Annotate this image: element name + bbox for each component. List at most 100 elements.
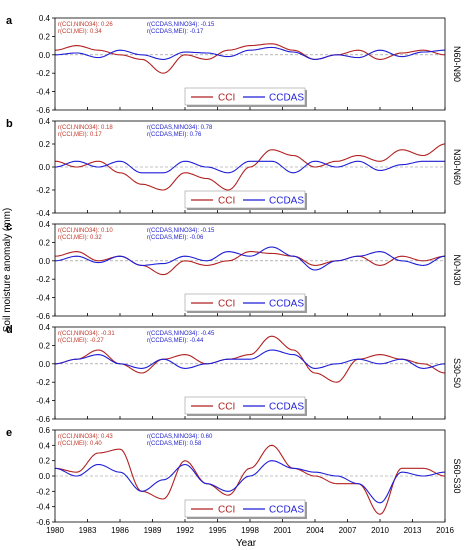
y-tick-label: -0.4: [36, 88, 50, 97]
legend-cci-label: CCI: [218, 402, 235, 413]
legend-cci-label: CCI: [218, 196, 235, 207]
y-tick-label: 0.0: [39, 360, 51, 369]
stat-cci-mei: r(CCI,MEI): 0.32: [58, 235, 102, 241]
y-tick-label: -0.2: [36, 275, 50, 284]
panel-frame: [54, 429, 446, 523]
series-cci-line: [55, 251, 445, 276]
y-tick-label: -0.6: [36, 518, 50, 527]
series-cci-line: [55, 444, 445, 515]
panel-letter: a: [6, 15, 13, 27]
stat-ccdas-nino: r(CCDAS,NINO34): -0.15: [147, 22, 215, 28]
panel-frame: [54, 326, 446, 420]
panel-d: -0.6 -0.4 -0.2 0.0 0.2 0.4 d S30-S0 r(CCI,NINO34…: [6, 323, 462, 424]
stat-ccdas-mei: r(CCDAS,MEI): -0.44: [147, 338, 204, 344]
y-tick-label: 0.4: [39, 441, 51, 450]
x-tick-label: 2016: [436, 526, 454, 535]
x-tick-label: 1992: [176, 526, 194, 535]
series-ccdas-line: [55, 349, 445, 369]
x-axis-ticks: 1980 1983 1986 1989 1992 1995 1998 2001 2004 2007…: [46, 526, 454, 535]
y-tick-label: 0.0: [39, 472, 51, 481]
y-tick-label: 0.2: [39, 341, 51, 350]
legend-ccdas-label: CCDAS: [269, 196, 304, 207]
legend-ccdas-label: CCDAS: [269, 402, 304, 413]
stat-cci-nino: r(CCI,NINO34): 0.26: [58, 22, 113, 28]
y-tick-label: 0.6: [39, 426, 51, 435]
stat-cci-nino: r(CCI,NINO34): 0.18: [58, 125, 113, 131]
y-tick-label: 0.2: [39, 140, 51, 149]
y-tick-label: -0.2: [36, 378, 50, 387]
legend-ccdas-label: CCDAS: [269, 299, 304, 310]
x-tick-label: 1980: [46, 526, 64, 535]
stat-cci-mei: r(CCI,MEI): -0.27: [58, 338, 104, 344]
x-tick-label: 1989: [144, 526, 162, 535]
series-ccdas-line: [55, 46, 445, 60]
y-tick-label: 0.2: [39, 457, 51, 466]
y-tick-label: -0.2: [36, 69, 50, 78]
panel-letter: d: [6, 324, 13, 336]
y-tick-label: 0.2: [39, 238, 51, 247]
y-tick-label: 0.4: [39, 220, 51, 229]
stat-ccdas-mei: r(CCDAS,MEI): 0.58: [147, 441, 202, 447]
panel-letter: c: [6, 221, 12, 233]
y-tick-label: 0.0: [39, 257, 51, 266]
legend-cci-label: CCI: [218, 299, 235, 310]
x-tick-label: 2007: [339, 526, 357, 535]
stat-ccdas-nino: r(CCDAS,NINO34): -0.15: [147, 228, 215, 234]
y-tick-label: -0.6: [36, 415, 50, 424]
region-label: S60-S30: [452, 458, 462, 493]
y-axis-label: Soil moisture anomaly (mm): [2, 208, 13, 332]
y-tick-label: -0.4: [36, 209, 50, 218]
panel-frame: [54, 17, 446, 111]
series-ccdas-line: [55, 460, 445, 504]
x-tick-label: 2010: [371, 526, 389, 535]
y-tick-label: 0.0: [39, 51, 51, 60]
y-tick-label: 0.0: [39, 163, 51, 172]
region-label: N60-N90: [452, 46, 462, 82]
y-tick-label: -0.2: [36, 186, 50, 195]
series-cci-line: [55, 143, 445, 191]
legend-cci-label: CCI: [218, 93, 235, 104]
stat-cci-mei: r(CCI,MEI): 0.17: [58, 132, 102, 138]
series-ccdas-line: [55, 160, 445, 174]
region-label: S30-S0: [452, 358, 462, 388]
stat-cci-mei: r(CCI,MEI): 0.34: [58, 29, 102, 35]
y-tick-label: -0.4: [36, 397, 50, 406]
panel-frame: [54, 120, 446, 214]
x-tick-label: 1998: [241, 526, 259, 535]
y-tick-label: -0.4: [36, 503, 50, 512]
series-ccdas-line: [55, 246, 445, 271]
y-tick-label: 0.4: [39, 117, 51, 126]
stat-cci-mei: r(CCI,MEI): 0.40: [58, 441, 102, 447]
series-cci-line: [55, 43, 445, 74]
y-tick-label: -0.2: [36, 487, 50, 496]
y-tick-label: -0.6: [36, 106, 50, 115]
x-tick-label: 2004: [306, 526, 324, 535]
panel-letter: e: [6, 427, 12, 439]
x-axis-label: Year: [236, 538, 257, 549]
x-tick-label: 2013: [404, 526, 422, 535]
x-tick-label: 2001: [274, 526, 292, 535]
legend-ccdas-label: CCDAS: [269, 93, 304, 104]
y-tick-label: 0.4: [39, 323, 51, 332]
stat-cci-nino: r(CCI,NINO34): -0.31: [58, 331, 115, 337]
stat-ccdas-mei: r(CCDAS,MEI): -0.17: [147, 29, 204, 35]
panel-a: -0.6 -0.4 -0.2 0.0 0.2 0.4 a N60-N90 r(CCI,NINO3…: [6, 14, 462, 115]
panel-letter: b: [6, 118, 13, 130]
panel-c: -0.6 -0.4 -0.2 0.0 0.2 0.4 c N0-N30 r(CCI,NINO34…: [6, 220, 462, 321]
region-label: N0-N30: [452, 254, 462, 285]
stat-cci-nino: r(CCI,NINO34): 0.43: [58, 434, 113, 440]
stat-ccdas-mei: r(CCDAS,MEI): -0.06: [147, 235, 204, 241]
y-tick-label: -0.6: [36, 312, 50, 321]
stat-ccdas-nino: r(CCDAS,NINO34): 0.78: [147, 125, 213, 131]
y-tick-label: 0.2: [39, 32, 51, 41]
x-tick-label: 1983: [79, 526, 97, 535]
legend-cci-label: CCI: [218, 505, 235, 516]
stat-ccdas-mei: r(CCDAS,MEI): 0.76: [147, 132, 202, 138]
stat-ccdas-nino: r(CCDAS,NINO34): 0.60: [147, 434, 213, 440]
panel-b: -0.4 -0.2 0.0 0.2 0.4 b N30-N60 r(CCI,NINO34): …: [6, 117, 462, 218]
y-tick-label: -0.4: [36, 294, 50, 303]
x-tick-label: 1986: [111, 526, 129, 535]
stat-ccdas-nino: r(CCDAS,NINO34): -0.45: [147, 331, 215, 337]
y-tick-label: 0.4: [39, 14, 51, 23]
